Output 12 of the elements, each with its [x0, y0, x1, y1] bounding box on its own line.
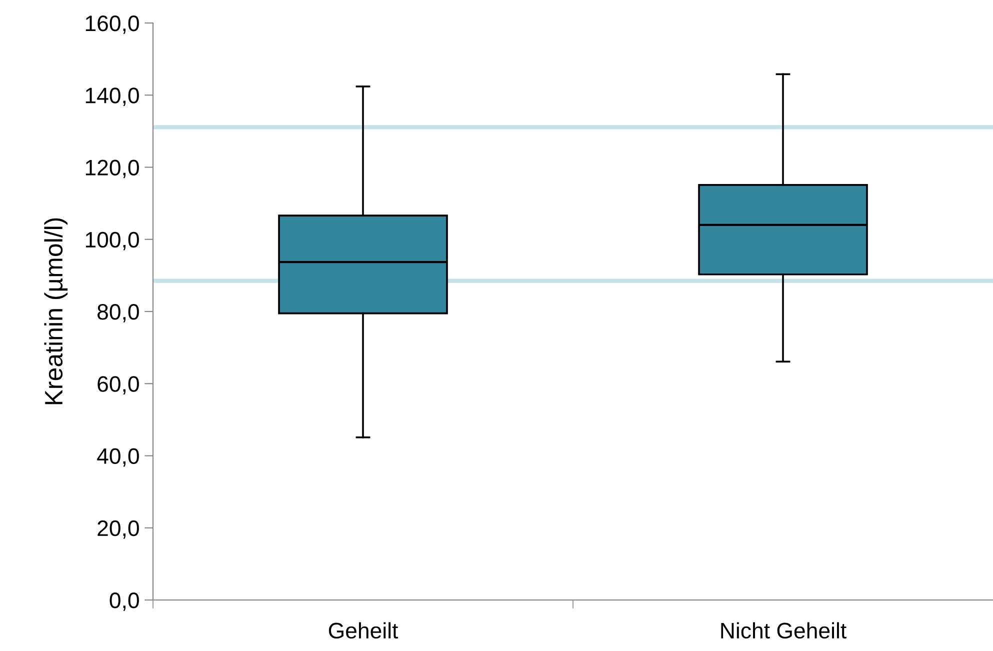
- y-tick-label: 160,0: [86, 16, 139, 34]
- y-tick-label: 40,0: [97, 448, 139, 467]
- y-tick-label: 0,0: [110, 592, 139, 611]
- x-tick-label: Nicht Geheilt: [721, 622, 846, 639]
- y-tick-label: 140,0: [86, 88, 139, 106]
- y-axis-title: Kreatinin (µmol/l): [44, 218, 68, 404]
- y-tick-label: 120,0: [86, 160, 139, 178]
- y-tick-label: 100,0: [86, 232, 139, 250]
- x-tick-label: Geheilt: [328, 622, 398, 639]
- y-tick-label: 60,0: [98, 376, 139, 395]
- y-tick-label: 20,0: [98, 520, 139, 539]
- y-tick-label: 80,0: [98, 304, 139, 322]
